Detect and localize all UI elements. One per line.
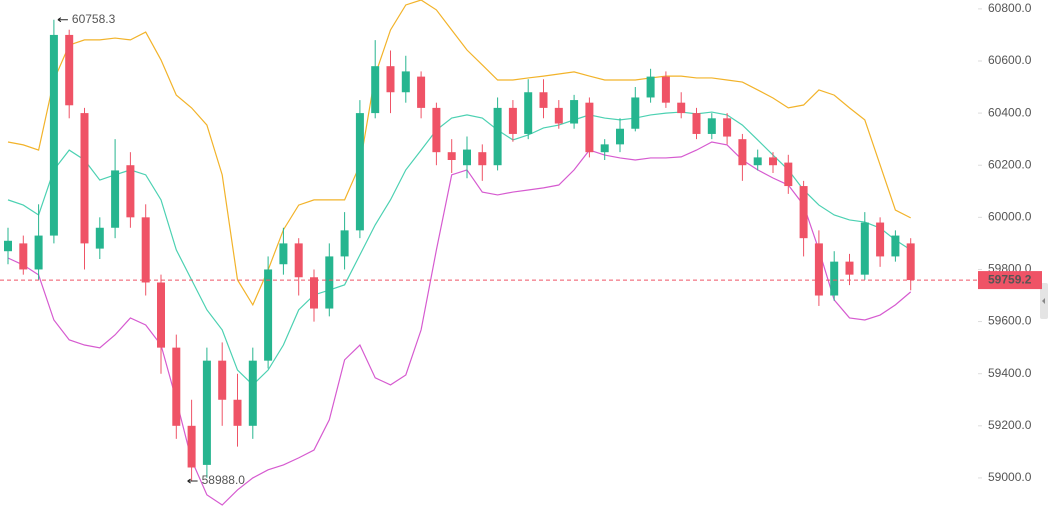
y-tick-label: 59000.0 xyxy=(988,470,1032,484)
low-label: 58988.0 xyxy=(202,473,246,487)
candle-body xyxy=(80,113,89,244)
candle-body xyxy=(845,261,854,275)
candle-body xyxy=(248,360,257,426)
candle-body xyxy=(723,118,732,137)
candle-body xyxy=(738,139,747,166)
candle-body xyxy=(616,128,624,145)
candle-body xyxy=(279,243,288,265)
candle-body xyxy=(310,277,318,309)
candle-body xyxy=(753,157,762,166)
candle-body xyxy=(478,152,487,166)
candle-body xyxy=(860,222,869,275)
candle-body xyxy=(172,347,181,426)
candle-body xyxy=(661,76,670,103)
candle-body xyxy=(570,100,579,124)
candle-body xyxy=(447,152,456,161)
candle-body xyxy=(371,66,380,114)
candle-body xyxy=(784,162,793,187)
candle-body xyxy=(906,243,915,281)
candle-body xyxy=(95,227,104,249)
y-tick-label: 60200.0 xyxy=(988,157,1032,171)
bollinger-band xyxy=(7,0,911,307)
candle-body xyxy=(677,102,686,114)
candle-body xyxy=(126,165,135,218)
candle-body xyxy=(157,282,165,348)
y-tick-label: 59600.0 xyxy=(988,314,1032,328)
bollinger-band xyxy=(7,111,912,386)
candle-body xyxy=(432,107,441,153)
candle-body xyxy=(876,222,885,257)
candle-body xyxy=(294,243,303,278)
bollinger-band xyxy=(7,141,912,506)
candle-body xyxy=(325,256,334,309)
candle-body xyxy=(799,186,808,239)
candle-body xyxy=(585,102,594,153)
y-tick-label: 60400.0 xyxy=(988,105,1032,119)
candle-body xyxy=(646,76,655,98)
candle-body xyxy=(141,217,150,283)
candle-body xyxy=(692,113,701,134)
candle-body xyxy=(233,399,242,426)
y-tick-label: 60600.0 xyxy=(988,53,1032,67)
candle-body xyxy=(34,235,43,270)
candle-body xyxy=(401,71,410,93)
candle-body xyxy=(417,76,426,108)
candle-body xyxy=(202,360,211,465)
high-label: 60758.3 xyxy=(72,12,116,26)
scroll-arrow xyxy=(1042,298,1045,304)
y-tick-label: 60000.0 xyxy=(988,210,1032,224)
candle-body xyxy=(49,34,58,236)
candle-body xyxy=(830,261,839,296)
candle-body xyxy=(600,144,609,153)
y-tick-label: 60800.0 xyxy=(988,1,1032,15)
candle-body xyxy=(19,243,28,270)
candle-body xyxy=(111,170,120,228)
candle-body xyxy=(493,107,502,166)
candle-body xyxy=(769,157,777,166)
candle-body xyxy=(539,92,548,108)
candle-body xyxy=(218,360,227,400)
y-tick-label: 59200.0 xyxy=(988,418,1032,432)
candle-body xyxy=(508,107,517,134)
candle-body xyxy=(707,118,716,134)
candle-body xyxy=(4,240,12,252)
candle-body xyxy=(355,113,364,231)
candle-body xyxy=(187,425,196,468)
candle-body xyxy=(65,34,74,106)
last-price-box xyxy=(978,271,1042,290)
y-tick-label: 59400.0 xyxy=(988,366,1032,380)
low-arrow xyxy=(187,478,198,484)
candle-body xyxy=(386,66,395,93)
candle-body xyxy=(891,235,900,257)
candle-body xyxy=(814,243,823,296)
candle-body xyxy=(463,149,471,166)
candle-body xyxy=(340,230,349,257)
candle-body xyxy=(554,107,563,124)
candle-body xyxy=(264,269,273,361)
high-arrow xyxy=(57,17,68,23)
last-price-label: 59759.2 xyxy=(988,272,1032,286)
candle-body xyxy=(524,92,533,134)
candle-body xyxy=(631,97,640,129)
